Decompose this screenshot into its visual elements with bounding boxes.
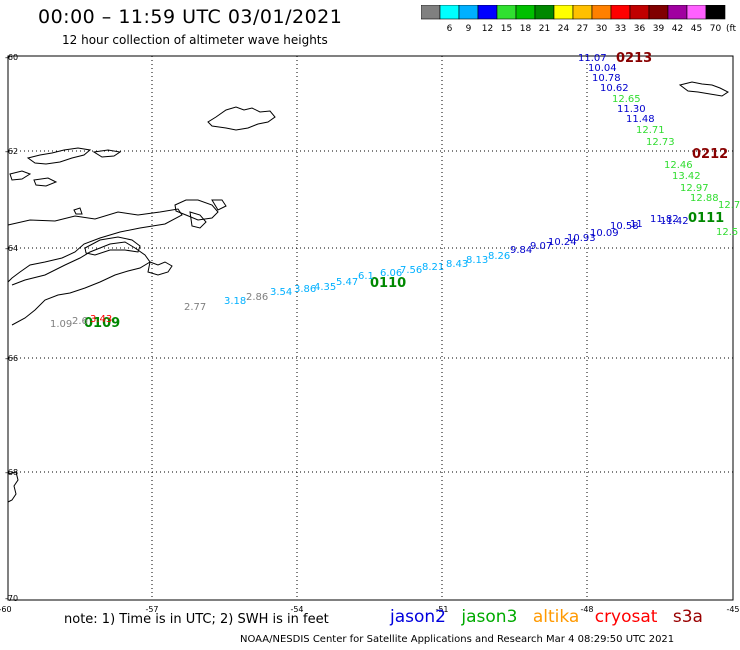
lat-tick-label: -62	[5, 147, 18, 156]
lon-tick-label: -48	[580, 605, 593, 614]
lon-tick-label: -54	[290, 605, 303, 614]
wave-height-label: 9.07	[530, 241, 552, 252]
legend-bin-label: 30	[596, 24, 608, 34]
wave-height-label: 3.54	[270, 287, 292, 298]
wave-height-label: 11	[630, 219, 643, 230]
legend-bin-label: 9	[466, 24, 472, 34]
wave-height-label: 10.93	[567, 233, 596, 244]
legend-bin-label: 42	[672, 24, 683, 34]
legend-bin-label: 6	[447, 24, 453, 34]
sat-altika: altika	[532, 607, 580, 627]
wave-height-label: 12.71	[636, 125, 665, 136]
sat-jason3: jason3	[461, 607, 518, 627]
wave-height-label: 12.73	[646, 137, 675, 148]
wave-height-label: 10.24	[548, 237, 577, 248]
legend-bin-label: 27	[577, 24, 588, 34]
coastlines	[7, 81, 729, 503]
wave-height-label: 12.5	[716, 227, 738, 238]
footnote: note: 1) Time is in UTC; 2) SWH is in fe…	[64, 612, 329, 627]
wave-height-label: 7.56	[400, 265, 422, 276]
pass-time-label: 0109	[84, 316, 120, 331]
wave-height-label: 2.86	[246, 292, 268, 303]
lat-tick-label: -68	[5, 468, 18, 477]
wave-height-label: 1.09	[50, 319, 72, 330]
satellite-legend: jason2 jason3 altika cryosat s3a	[390, 607, 703, 627]
legend-bin-label: 12	[482, 24, 493, 34]
wave-height-label: 8.26	[488, 251, 510, 262]
page-subtitle: 12 hour collection of altimeter wave hei…	[62, 33, 328, 47]
legend-bin-label: 45	[691, 24, 702, 34]
legend-bin-label: 15	[501, 24, 512, 34]
wave-height-label: 11.82	[650, 214, 679, 225]
wave-height-label: 8.43	[446, 259, 468, 270]
wave-height-label: 10.09	[590, 228, 619, 239]
lon-tick-label: -51	[435, 605, 448, 614]
wave-height-label: 12.7	[718, 200, 740, 211]
wave-height-label: 13.42	[672, 171, 701, 182]
wave-height-label: 10.62	[600, 83, 629, 94]
wave-height-label: 3.86	[294, 284, 316, 295]
wave-height-label: 12.88	[690, 193, 719, 204]
legend-bin-label: 33	[615, 24, 626, 34]
wave-height-label: 4.35	[314, 282, 336, 293]
wave-height-label: 12.46	[664, 160, 693, 171]
lat-tick-label: -66	[5, 354, 18, 363]
lat-tick-label: -60	[5, 53, 18, 62]
wave-height-label: 3.18	[224, 296, 246, 307]
sat-cryosat: cryosat	[594, 607, 658, 627]
lon-tick-label: -45	[726, 605, 739, 614]
color-legend: 6 9 12 15 18 21 24 27 30 33 36 39 42 45 70 (ft)	[421, 5, 736, 34]
wave-height-label: 11.07	[578, 53, 607, 64]
legend-bin-label: 18	[520, 24, 532, 34]
legend-bin-label: 39	[653, 24, 665, 34]
wave-height-label: 8.21	[422, 262, 444, 273]
lat-tick-label: -64	[5, 244, 18, 253]
legend-bin-label: 21	[539, 24, 550, 34]
wave-height-label: 11.42	[660, 216, 689, 227]
wave-height-label: 11.30	[617, 104, 646, 115]
pass-time-label: 0212	[692, 147, 728, 162]
wave-height-label: 5.47	[336, 277, 358, 288]
wave-height-label: 8.13	[466, 255, 488, 266]
legend-bin-label: 24	[558, 24, 570, 34]
pass-time-label: 0111	[688, 211, 724, 226]
wave-height-label: 12.97	[680, 183, 709, 194]
page-title: 00:00 – 11:59 UTC 03/01/2021	[38, 6, 343, 28]
legend-bin-label: 70	[710, 24, 722, 34]
sat-s3a: s3a	[672, 607, 703, 627]
legend-swatch	[705, 5, 726, 20]
legend-unit: (ft)	[726, 24, 736, 34]
grid-lines	[8, 56, 733, 600]
wave-height-label: 9.84	[510, 245, 532, 256]
wave-height-label: 10.04	[588, 63, 617, 74]
pass-time-label: 0110	[370, 276, 406, 291]
wave-height-label: 12.65	[612, 94, 641, 105]
wave-height-label: 6.06	[380, 268, 402, 279]
wave-height-label: 11.48	[626, 114, 655, 125]
wave-height-label: 10.58	[610, 221, 639, 232]
wave-height-label: 3.43	[90, 314, 112, 325]
pass-time-label: 0213	[616, 51, 652, 66]
wave-height-label: 6.1	[358, 271, 374, 282]
lon-tick-label: -60	[0, 605, 12, 614]
lat-tick-label: -70	[5, 594, 18, 603]
wave-height-label: 10.78	[592, 73, 621, 84]
wave-height-label: 2.6	[72, 316, 88, 327]
sat-jason2: jason2	[390, 607, 446, 627]
wave-height-label: 2.77	[184, 302, 206, 313]
credit-line: NOAA/NESDIS Center for Satellite Applica…	[240, 634, 675, 645]
map-border	[7, 55, 734, 601]
lon-tick-label: -57	[145, 605, 158, 614]
legend-bin-label: 36	[634, 24, 646, 34]
